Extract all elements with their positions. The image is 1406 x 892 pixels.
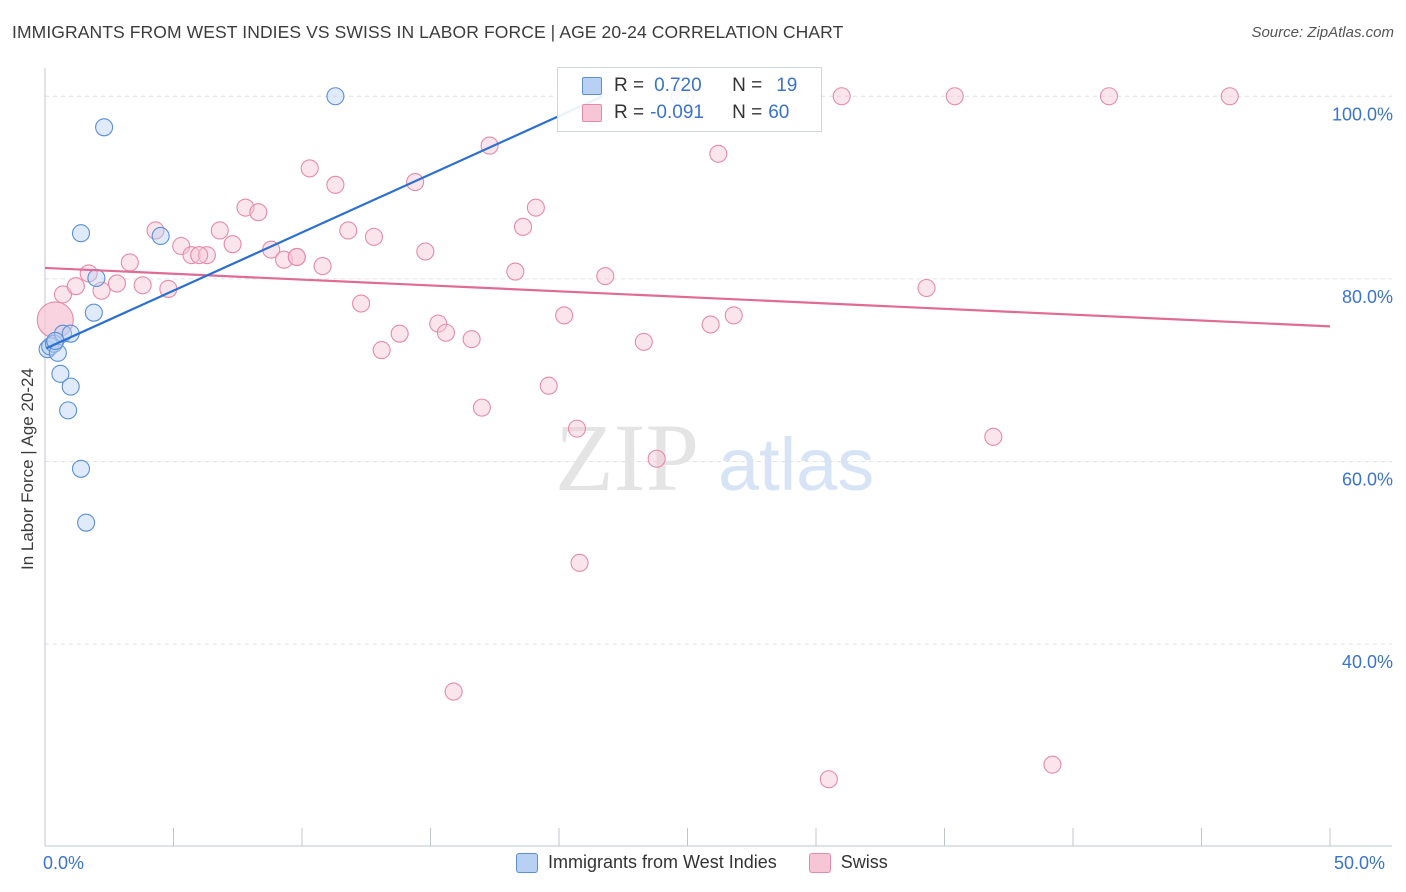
west-indies-point [77,513,96,532]
swiss-point [596,267,615,286]
series-legend-label-swiss: Swiss [840,852,888,872]
legend-n-label: N = [732,102,763,123]
swiss-point [917,278,936,298]
swiss-point [555,306,574,325]
y-tick-labels: 40.0% 60.0% 80.0% 100.0% [1332,104,1393,672]
swiss-point [249,203,268,222]
legend-n-label: N = [732,75,763,96]
swiss-trend-line [44,266,1331,328]
watermark-atlas: atlas [718,423,874,506]
west-indies-point [87,268,106,288]
legend-n-value: 19 [776,75,798,96]
legend-r-value: 0.720 [654,75,702,96]
west-indies-point [84,303,103,322]
swiss-point [120,253,139,272]
swiss-point [372,341,391,360]
swiss-point [634,332,653,351]
swiss-point [526,198,545,217]
watermark: ZIP atlas [555,404,874,511]
swiss-point [300,159,319,178]
swiss-point [506,262,525,281]
swiss-point [984,427,1003,446]
swiss-point [1043,755,1062,774]
swiss-point [709,144,728,163]
swiss-point [1220,87,1239,106]
west-indies-point [71,224,91,243]
source-label: Source: ZipAtlas.com [1251,24,1394,41]
swiss-point [352,294,371,313]
y-axis-label: In Labor Force | Age 20-24 [18,368,37,570]
chart-title: IMMIGRANTS FROM WEST INDIES VS SWISS IN … [12,22,844,42]
west-indies-point [59,401,78,420]
swiss-point [429,314,448,333]
swiss-point [436,323,455,342]
trend-lines [44,95,1331,350]
y-tick-label: 100.0% [1332,104,1393,124]
y-tick-label: 80.0% [1342,287,1393,307]
swiss-point [513,217,533,236]
swiss-point [223,235,242,254]
swiss-point [832,87,851,106]
legend-swatch-blue [582,77,602,95]
swiss-point [66,277,85,296]
west-indies-point [326,87,345,106]
grid-lines [45,95,1392,645]
swiss-point [1099,87,1119,106]
swiss-point [819,770,838,789]
legend-r-label: R = [614,75,645,96]
swiss-point [107,274,127,293]
swiss-point [416,242,435,261]
legend-row-west-indies: R = 0.720 N = 19 [582,75,797,97]
swiss-point [364,227,384,246]
series-legend: Immigrants from West Indies Swiss [516,852,888,873]
west-indies-point [71,459,91,478]
swiss-point [53,285,73,304]
west-indies-point [151,226,170,246]
series-legend-label-west-indies: Immigrants from West Indies [548,852,777,872]
west-indies-point [51,364,70,383]
watermark-zip: ZIP [555,404,699,511]
legend-r-value: -0.091 [650,102,704,123]
swiss-point [570,553,589,572]
swiss-point [172,236,191,256]
swiss-point [339,221,358,240]
axes [44,68,1392,847]
swiss-point [567,419,587,438]
west-indies-trend-line [45,95,604,350]
swiss-point [462,330,481,349]
west-indies-point [61,377,80,396]
legend-n-value: 60 [768,102,790,123]
y-tick-label: 40.0% [1342,652,1393,672]
swiss-point [724,306,743,325]
swiss-point [146,221,165,240]
west-indies-point [95,118,114,137]
correlation-legend: R = 0.720 N = 19 R = -0.091 N = 60 [557,67,822,132]
swiss-point [701,315,720,334]
swiss-point [190,246,209,265]
swiss-point [133,276,152,295]
swiss-point [539,376,558,395]
west-indies-point [48,343,67,362]
swiss-point [197,246,216,265]
y-tick-label: 60.0% [1342,470,1393,490]
series-legend-swatch-blue [516,852,538,873]
swiss-point [945,87,964,106]
swiss-point [647,449,666,468]
swiss-points [36,87,1239,789]
legend-swatch-pink [582,104,602,122]
legend-row-swiss: R = -0.091 N = 60 [582,102,789,124]
x-tick-label-min: 0.0% [43,853,85,873]
series-legend-swatch-pink [808,852,831,873]
swiss-point [313,257,332,276]
x-tick-label-max: 50.0% [1334,853,1386,873]
swiss-point [182,246,201,265]
legend-r-label: R = [614,102,645,123]
swiss-point [210,221,229,240]
swiss-point [390,324,409,343]
swiss-point [444,682,463,701]
swiss-point [472,398,491,417]
swiss-point [326,175,345,194]
swiss-point [287,247,306,267]
